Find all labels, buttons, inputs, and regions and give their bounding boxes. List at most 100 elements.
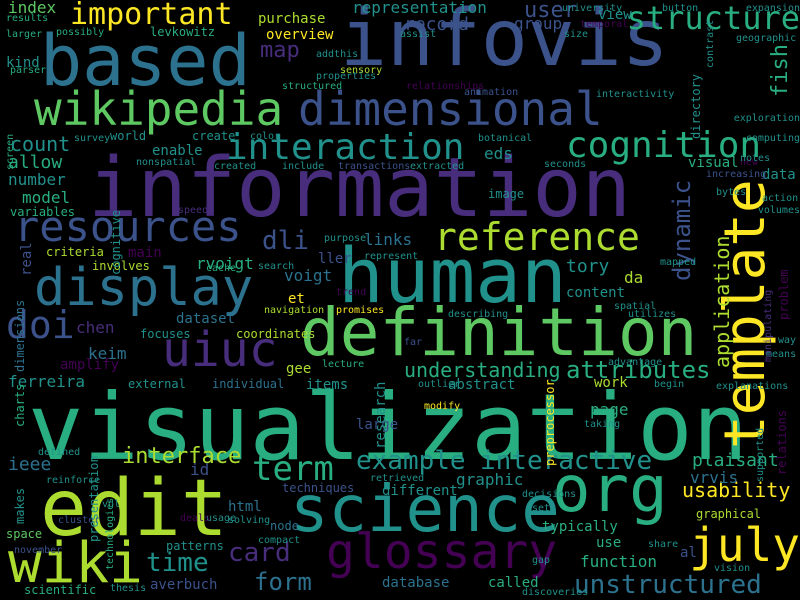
word-infovis: infovis <box>340 0 669 84</box>
word-id: id <box>190 460 210 479</box>
word-taking: taking <box>584 419 621 430</box>
word-action: action <box>762 193 799 204</box>
word-compact: compact <box>258 535 301 546</box>
word-patterns: patterns <box>166 539 224 553</box>
word-created: created <box>214 161 257 172</box>
word-use: use <box>596 535 622 551</box>
word-overview: overview <box>266 27 334 43</box>
word-size: size <box>564 29 589 40</box>
word-relations: relations <box>775 409 789 475</box>
word-expansion: expansion <box>745 3 800 14</box>
word-techniques: techniques <box>282 481 355 495</box>
word-typically: typically <box>542 519 618 535</box>
word-vrvis: vrvis <box>690 468 739 487</box>
word-links: links <box>364 230 413 249</box>
word-sensory: sensory <box>340 65 383 76</box>
word-interface: interface <box>122 444 242 469</box>
word-voigt: voigt <box>284 266 333 285</box>
word-screen: screen <box>5 133 16 170</box>
word-display: display <box>34 258 254 318</box>
word-possibly: possibly <box>56 27 105 38</box>
word-survey: survey <box>74 133 111 144</box>
word-uiuc: uiuc <box>162 322 278 378</box>
word-far: far <box>404 337 423 348</box>
word-modify: modify <box>424 401 461 412</box>
word-time: time <box>146 548 209 578</box>
word-doi: doi <box>6 303 75 347</box>
word-attributes: attributes <box>566 356 711 384</box>
word-visual: visual <box>688 155 739 171</box>
word-user: user <box>524 0 577 23</box>
word-outlier: outlier <box>418 379 461 390</box>
word-means: means <box>766 349 797 360</box>
word-record: record <box>404 14 470 35</box>
word-dimensions: dimensions <box>13 299 27 372</box>
word-kind: kind <box>6 55 40 71</box>
word-image: image <box>488 187 525 201</box>
word-bytes: bytes <box>716 187 747 198</box>
word-describing: describing <box>448 309 509 320</box>
word-number: number <box>8 170 66 189</box>
word-charts: charts <box>13 383 27 428</box>
word-items: items <box>306 377 349 393</box>
word-world: world <box>110 129 147 143</box>
word-research: research <box>373 381 389 450</box>
word-html: html <box>228 499 262 515</box>
word-deals: deals <box>180 513 211 524</box>
word-usage: usage <box>206 513 237 524</box>
word-coordinates: coordinates <box>236 327 316 341</box>
word-geographic: geographic <box>736 33 797 44</box>
word-wiki: wiki <box>8 531 143 596</box>
word-purpose: purpose <box>324 233 367 244</box>
word-increasing: increasing <box>706 169 767 180</box>
word-plaisant: plaisant <box>692 450 779 471</box>
word-notes: notes <box>740 153 771 164</box>
word-variables: variables <box>10 205 76 219</box>
word-scientific: scientific <box>24 583 97 597</box>
word-dataset: dataset <box>176 311 236 327</box>
word-card: card <box>228 538 291 568</box>
word-important: important <box>70 0 233 32</box>
word-chen: chen <box>76 318 115 337</box>
word-ller: ller <box>318 251 352 267</box>
word-graphic: graphic <box>456 470 524 489</box>
word-representation: representation <box>352 0 487 17</box>
word-lecture: lecture <box>322 359 365 370</box>
word-include: include <box>282 161 325 172</box>
word-directory: directory <box>689 73 703 139</box>
word-called: called <box>488 575 539 591</box>
word-amplify: amplify <box>60 357 120 373</box>
word-unstructured: unstructured <box>574 570 762 600</box>
word-larger: larger <box>6 29 43 40</box>
word-share: share <box>648 539 679 550</box>
word-university: university <box>562 3 623 14</box>
word-cache: cache <box>206 263 237 274</box>
word-focuses: focuses <box>140 327 191 341</box>
word-interactive: interactive <box>480 446 653 476</box>
word-solving: solving <box>228 515 271 526</box>
word-thesis: thesis <box>110 583 147 594</box>
word-way: way <box>778 335 797 346</box>
word-technologies: technologies <box>105 497 116 570</box>
word-mapped: mapped <box>660 257 697 268</box>
word-et: et <box>288 291 305 307</box>
word-volumes: volumes <box>757 205 800 216</box>
word-individual: individual <box>212 377 285 391</box>
word-explanations: explanations <box>716 381 789 392</box>
word-vision: vision <box>714 563 751 574</box>
word-makes: makes <box>13 487 27 524</box>
word-understanding: understanding <box>404 358 561 382</box>
word-function: function <box>580 552 658 571</box>
word-parser: parser <box>10 65 47 76</box>
word-space: space <box>6 527 43 541</box>
word-navigation: navigation <box>264 305 325 316</box>
word-page: page <box>590 400 629 419</box>
word-ferreira: ferreira <box>8 372 86 391</box>
word-presentation: presentation <box>87 455 101 543</box>
word-extracted: extracted <box>410 161 465 172</box>
word-real: real <box>19 241 35 276</box>
word-cognition: cognition <box>566 125 762 166</box>
word-database: database <box>382 575 450 591</box>
word-begin: begin <box>654 379 685 390</box>
word-computing: computing <box>745 133 800 144</box>
